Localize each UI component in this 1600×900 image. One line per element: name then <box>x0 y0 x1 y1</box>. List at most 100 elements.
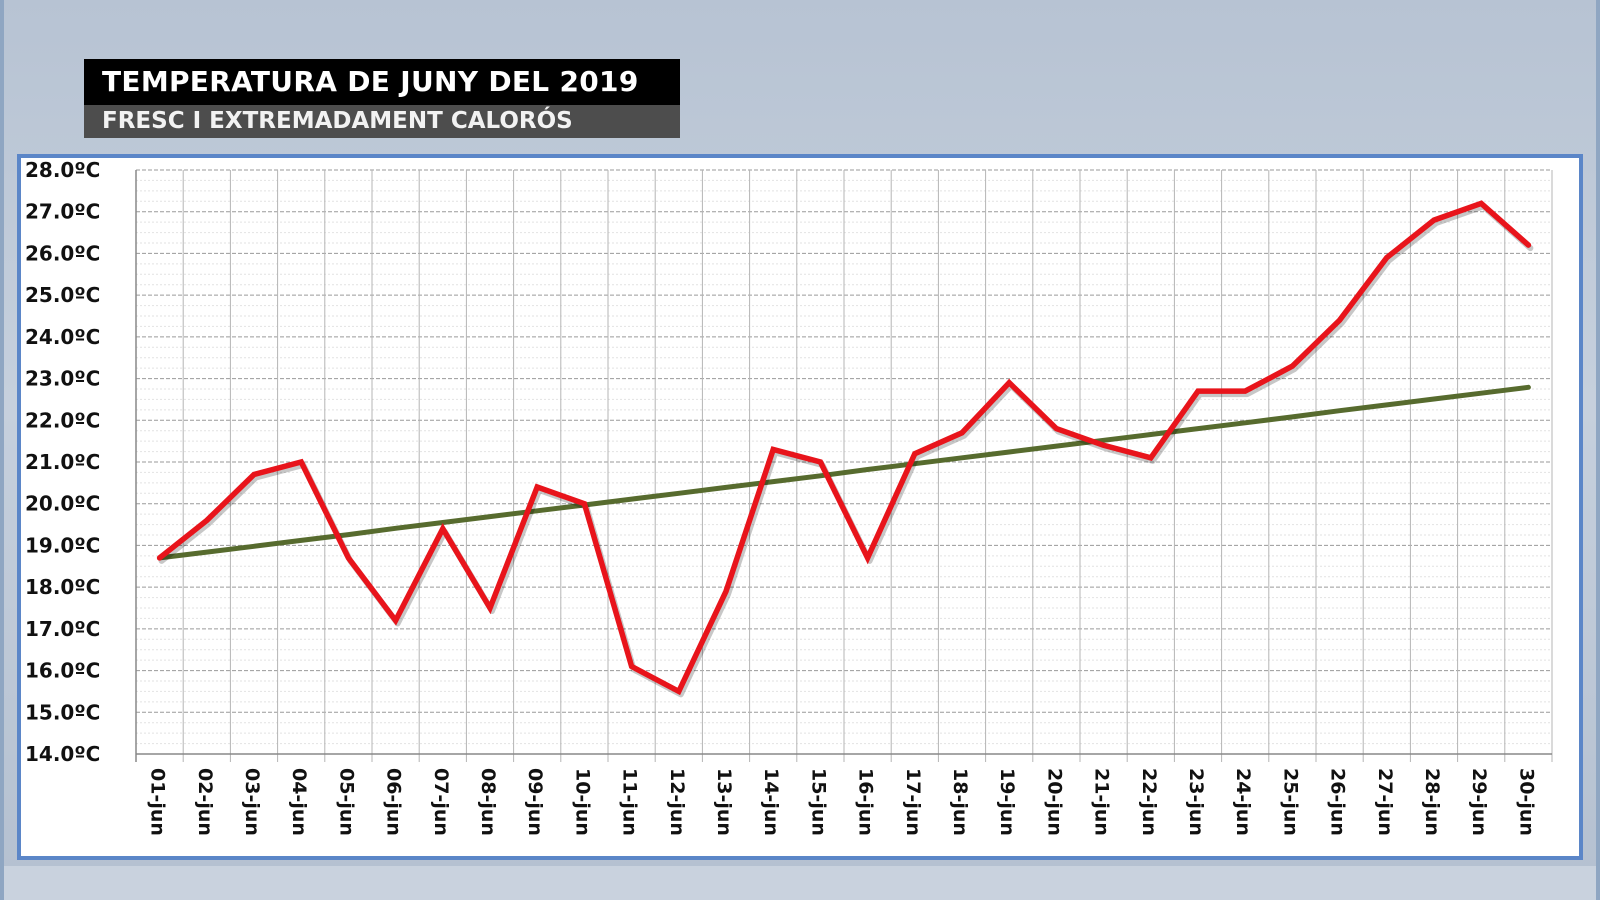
x-tick-label: 28-jun <box>1421 768 1443 836</box>
x-tick-label: 22-jun <box>1138 768 1160 836</box>
temperature-point <box>534 484 540 490</box>
temperature-point <box>487 605 493 611</box>
temperature-point <box>1478 200 1484 206</box>
x-tick-label: 19-jun <box>996 768 1018 836</box>
temperature-point <box>629 663 635 669</box>
x-tick-label: 12-jun <box>666 768 688 836</box>
temperature-point <box>204 517 210 523</box>
trend-point <box>1243 421 1247 425</box>
temperature-point <box>581 501 587 507</box>
temperature-point <box>298 459 304 465</box>
trend-point <box>818 474 822 478</box>
trend-point <box>1007 450 1011 454</box>
temperature-point <box>1148 455 1154 461</box>
y-tick-label: 19.0ºC <box>25 533 100 557</box>
temperature-point <box>393 618 399 624</box>
temperature-point <box>1006 380 1012 386</box>
temperature-point <box>1384 255 1390 261</box>
trend-point <box>724 485 728 489</box>
x-axis-tick-labels: 01-jun 02-jun 03-jun 04-jun 05-jun 06-jun 07-j… <box>147 768 1538 836</box>
chart-area: 28.0ºC 27.0ºC 26.0ºC 25.0ºC 24.0ºC 23.0ºC 22.0… <box>21 158 1579 856</box>
temperature-point <box>1195 388 1201 394</box>
y-tick-label: 26.0ºC <box>25 241 100 265</box>
trend-point <box>1102 438 1106 442</box>
bottom-strip <box>4 866 1596 900</box>
trend-point <box>1196 427 1200 431</box>
temperature-point <box>817 459 823 465</box>
x-tick-label: 25-jun <box>1279 768 1301 836</box>
x-tick-label: 30-jun <box>1515 768 1537 836</box>
temperature-point <box>345 555 351 561</box>
x-tick-label: 18-jun <box>949 768 971 836</box>
trend-point <box>771 480 775 484</box>
chart-panel: 28.0ºC 27.0ºC 26.0ºC 25.0ºC 24.0ºC 23.0ºC 22.0… <box>17 154 1583 860</box>
y-tick-label: 23.0ºC <box>25 367 100 391</box>
title-box: TEMPERATURA DE JUNY DEL 2019 FRESC I EXT… <box>84 59 680 138</box>
x-tick-label: 04-jun <box>288 768 310 836</box>
temperature-point <box>723 588 729 594</box>
chart-subtitle: FRESC I EXTREMADAMENT CALORÓS <box>84 105 680 138</box>
x-tick-label: 16-jun <box>855 768 877 836</box>
temperature-point <box>1431 217 1437 223</box>
trend-point <box>913 462 917 466</box>
x-tick-label: 26-jun <box>1327 768 1349 836</box>
y-tick-label: 27.0ºC <box>25 200 100 224</box>
y-tick-label: 15.0ºC <box>25 700 100 724</box>
y-tick-label: 28.0ºC <box>25 158 100 182</box>
x-tick-label: 10-jun <box>571 768 593 836</box>
trend-point <box>1526 385 1530 389</box>
y-tick-label: 14.0ºC <box>25 742 100 766</box>
trend-point <box>866 468 870 472</box>
x-tick-label: 09-jun <box>524 768 546 836</box>
x-tick-label: 23-jun <box>1185 768 1207 836</box>
x-tick-label: 01-jun <box>147 768 169 836</box>
y-tick-label: 16.0ºC <box>25 659 100 683</box>
trend-series <box>157 384 1531 561</box>
x-tick-label: 08-jun <box>477 768 499 836</box>
trend-point <box>1054 444 1058 448</box>
chart-title: TEMPERATURA DE JUNY DEL 2019 <box>84 59 680 105</box>
trend-point <box>299 538 303 542</box>
x-tick-label: 14-jun <box>760 768 782 836</box>
x-tick-label: 13-jun <box>713 768 735 836</box>
trend-point <box>1338 409 1342 413</box>
temperature-line-shadow <box>158 203 1534 698</box>
x-tick-label: 03-jun <box>241 768 263 836</box>
y-tick-label: 20.0ºC <box>25 492 100 516</box>
x-tick-label: 17-jun <box>902 768 924 836</box>
temperature-point <box>912 451 918 457</box>
temperature-line <box>156 200 1532 696</box>
x-tick-label: 11-jun <box>619 768 641 836</box>
x-tick-label: 27-jun <box>1374 768 1396 836</box>
trend-point <box>1149 432 1153 436</box>
x-tick-label: 02-jun <box>194 768 216 836</box>
trend-point <box>960 456 964 460</box>
temperature-point <box>676 688 682 694</box>
temperature-point <box>157 555 163 561</box>
trend-point <box>677 491 681 495</box>
x-tick-label: 29-jun <box>1468 768 1490 836</box>
y-tick-label: 25.0ºC <box>25 283 100 307</box>
temperature-point <box>770 446 776 452</box>
temperature-point <box>1242 388 1248 394</box>
trend-point <box>535 509 539 513</box>
y-tick-label: 22.0ºC <box>25 408 100 432</box>
y-tick-label: 24.0ºC <box>25 325 100 349</box>
x-tick-label: 05-jun <box>335 768 357 836</box>
temperature-point <box>1289 363 1295 369</box>
temperature-point <box>1101 442 1107 448</box>
trend-point <box>205 550 209 554</box>
grid <box>135 169 1553 762</box>
x-tick-label: 20-jun <box>1043 768 1065 836</box>
trend-point <box>1432 397 1436 401</box>
trend-point <box>488 515 492 519</box>
temperature-point <box>959 430 965 436</box>
temperature-point <box>1053 426 1059 432</box>
x-tick-label: 07-jun <box>430 768 452 836</box>
trend-point <box>630 497 634 501</box>
x-tick-label: 21-jun <box>1091 768 1113 836</box>
x-tick-label: 24-jun <box>1232 768 1254 836</box>
temperature-point <box>1525 242 1531 248</box>
trend-point <box>441 520 445 524</box>
y-tick-label: 21.0ºC <box>25 450 100 474</box>
